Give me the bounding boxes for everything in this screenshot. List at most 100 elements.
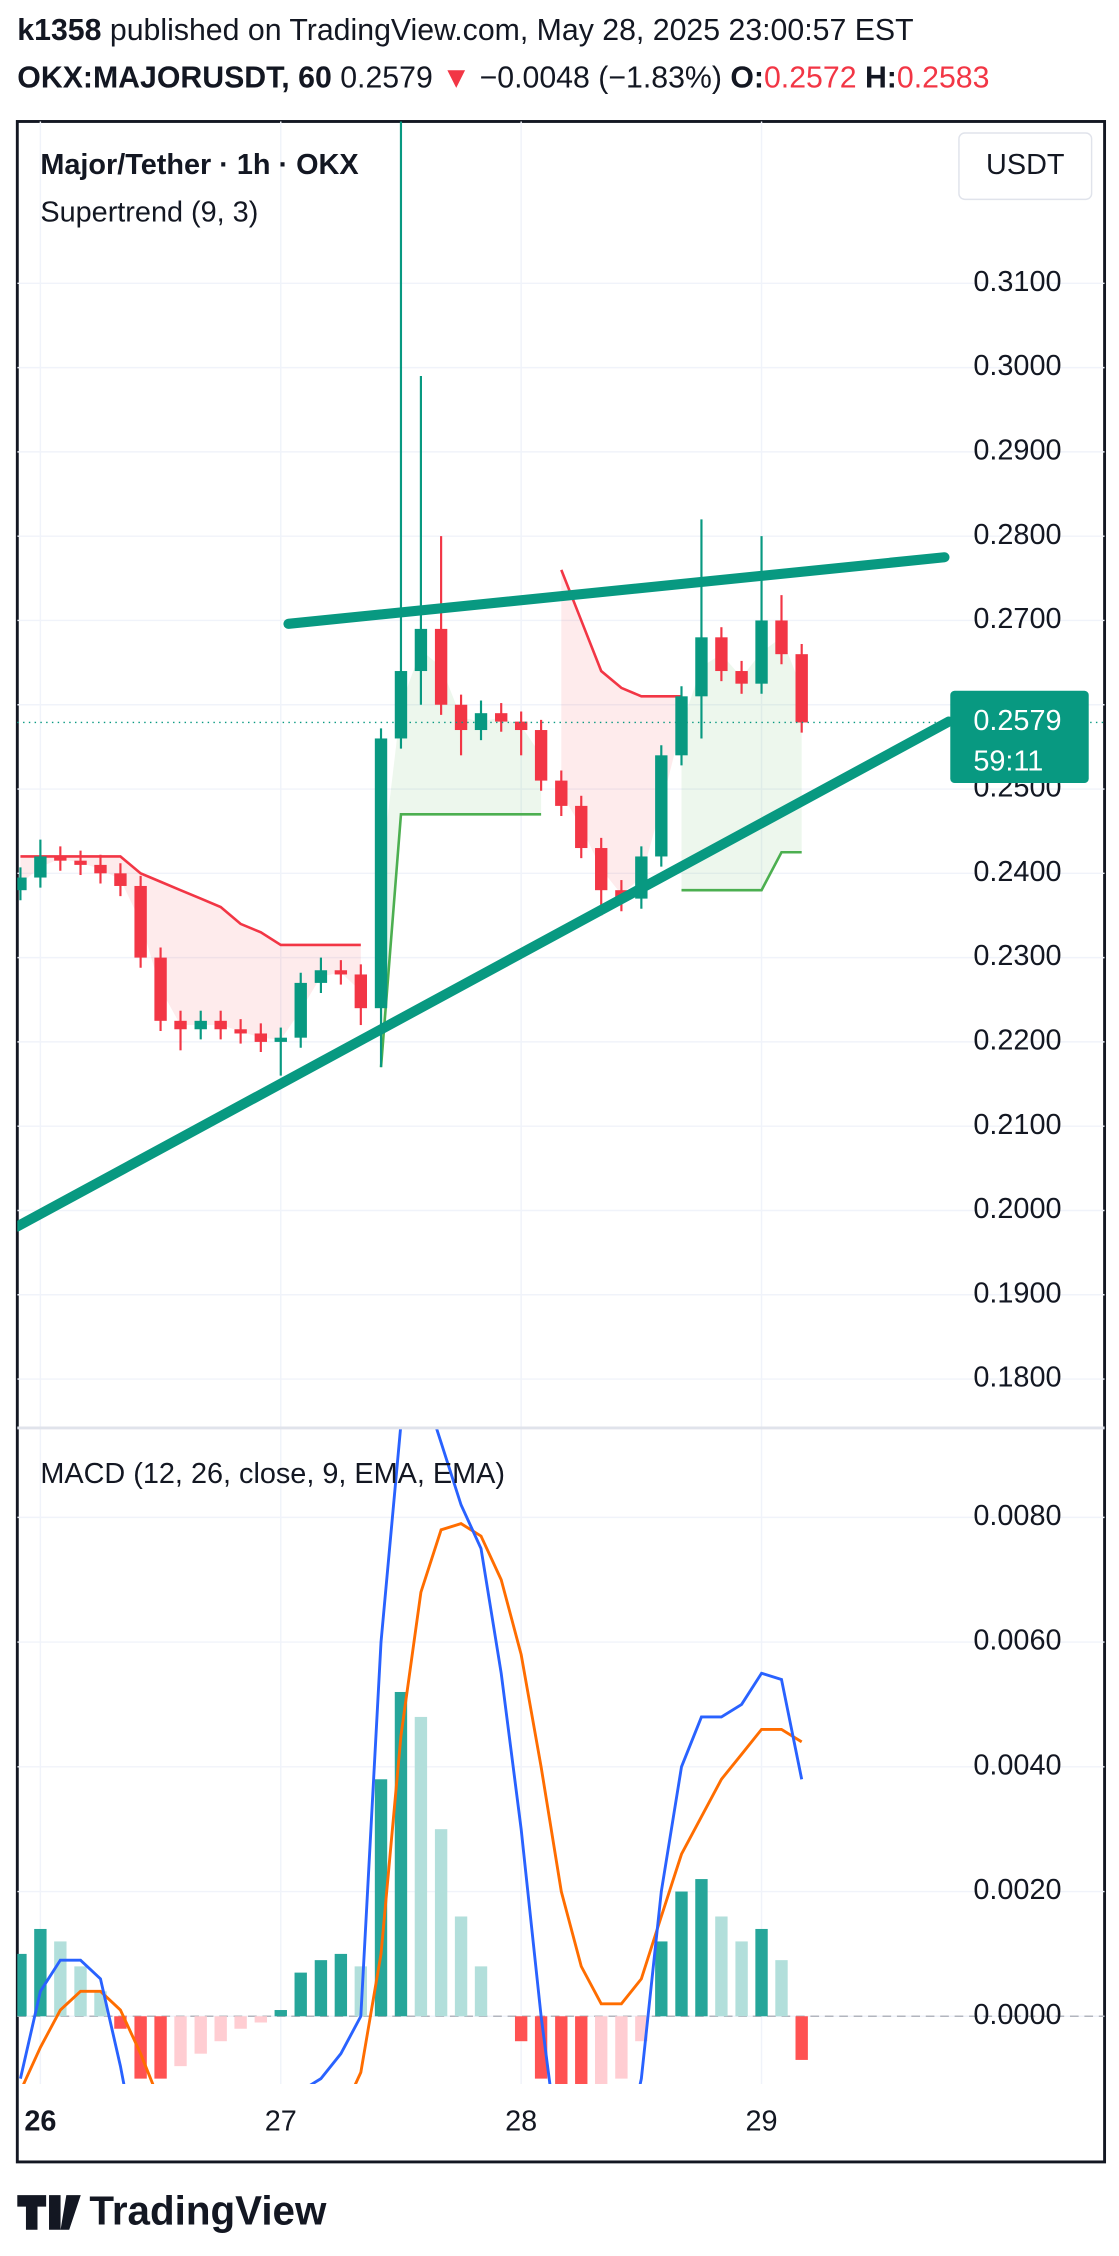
histogram-bar	[474, 1966, 488, 2017]
candle-body	[34, 856, 47, 878]
price: 0.2579	[340, 62, 433, 95]
histogram-bar	[735, 1941, 748, 2017]
indicator-label: Supertrend (9, 3)	[40, 196, 258, 228]
y-tick-label: 0.0000	[973, 1999, 1061, 2031]
symbol: OKX:MAJORUSDT, 60	[17, 62, 331, 95]
histogram-bar	[414, 1716, 428, 2017]
change: −0.0048 (−1.83%)	[480, 62, 722, 95]
histogram-bar	[434, 1829, 448, 2017]
chart-frame	[15, 120, 1107, 2164]
candle-body	[274, 1037, 287, 1042]
chart-title: Major/Tether · 1h · OKX	[40, 149, 358, 181]
candle-body	[194, 1020, 207, 1030]
histogram-bar	[194, 2016, 207, 2054]
price-pane	[17, 121, 1105, 1380]
x-tick-label: 29	[746, 2106, 778, 2138]
candle-body	[575, 805, 588, 849]
y-tick-label: 0.2800	[973, 519, 1061, 551]
candle-body	[254, 1033, 268, 1042]
histogram-bar	[374, 1779, 388, 2017]
open-label: O:	[730, 62, 764, 95]
candle-body	[394, 671, 408, 739]
supertrend-line	[560, 569, 682, 698]
candle-body	[655, 755, 668, 857]
histogram-bar	[795, 2016, 808, 2060]
candle-body	[775, 620, 788, 655]
macd-pane	[17, 1427, 1105, 2085]
histogram-bar	[514, 2016, 528, 2042]
candle-body	[94, 864, 107, 874]
histogram-bar	[294, 1972, 307, 2017]
trendline	[17, 716, 954, 1232]
candle-body	[374, 738, 388, 1009]
histogram-bar	[555, 2016, 568, 2085]
histogram-bar	[154, 2016, 167, 2079]
y-tick-label: 0.0060	[973, 1625, 1061, 1657]
candle-body	[174, 1020, 187, 1030]
high-label: H:	[865, 62, 897, 95]
macd-title: MACD (12, 26, close, 9, EMA, EMA)	[40, 1458, 505, 1490]
trendline	[283, 552, 950, 629]
histogram-bar	[595, 2016, 608, 2085]
candle-body	[354, 974, 368, 1009]
histogram-bar	[675, 1891, 688, 2017]
histogram-bar	[454, 1916, 468, 2017]
publish-line: k1358 published on TradingView.com, May …	[17, 14, 913, 47]
histogram-bar	[274, 2010, 287, 2017]
y-tick-label: 0.2400	[973, 856, 1061, 888]
supertrend-line	[379, 813, 542, 1068]
supertrend-fill	[381, 649, 542, 1068]
plot-layer: 26 27 28 29 0.1800 0.1900 0.2000 0.2100 0.2200 0.…	[17, 121, 1105, 2138]
candle-body	[314, 970, 328, 983]
signal-line	[22, 1522, 803, 2085]
candle-body	[715, 637, 728, 672]
candle-body	[474, 713, 488, 731]
candle-body	[735, 671, 748, 684]
supertrend-fill	[681, 637, 802, 891]
histogram-bar	[334, 1953, 348, 2017]
x-tick-label: 28	[505, 2106, 537, 2138]
y-tick-label: 0.2900	[973, 435, 1061, 467]
candle-body	[695, 637, 708, 697]
histogram-bar	[17, 1953, 27, 2017]
candle-body	[795, 654, 808, 723]
y-tick-label: 0.3000	[973, 350, 1061, 382]
histogram-bar	[715, 1916, 728, 2017]
candle-body	[595, 848, 608, 891]
candle-body	[74, 860, 87, 865]
y-tick-label: 0.0020	[973, 1874, 1061, 1906]
y-tick-label: 0.0080	[973, 1500, 1061, 1532]
histogram-bar	[655, 1941, 668, 2017]
last-price-label: 0.2579	[973, 705, 1061, 737]
candle-body	[414, 628, 428, 672]
candle-body	[555, 780, 568, 806]
histogram-bar	[314, 1960, 328, 2017]
y-tick-label: 0.2300	[973, 940, 1061, 972]
x-tick-label: 26	[24, 2106, 56, 2138]
currency-button[interactable]	[958, 132, 1093, 201]
candle-body	[534, 730, 548, 781]
candle-body	[134, 885, 147, 958]
logo-icon	[17, 2195, 81, 2230]
candle-body	[675, 696, 688, 756]
arrow: ▼	[441, 62, 471, 95]
candle-body	[294, 982, 307, 1038]
candle-body	[54, 856, 67, 861]
histogram-bar	[254, 2016, 268, 2023]
candle-body	[454, 704, 468, 731]
supertrend-fill	[561, 569, 682, 895]
histogram-bar	[214, 2016, 227, 2042]
candle-body	[114, 873, 127, 886]
y-tick-label: 0.0040	[973, 1749, 1061, 1781]
user: k1358	[17, 14, 101, 47]
currency[interactable]: USDT	[986, 149, 1064, 181]
y-tick-label: 0.2100	[973, 1109, 1061, 1141]
high: 0.2583	[897, 62, 990, 95]
candle-body	[434, 628, 448, 705]
histogram-bar	[635, 2016, 648, 2042]
candle-body	[755, 620, 768, 684]
published: published on TradingView.com, May 28, 20…	[110, 14, 914, 47]
candle-body	[154, 957, 167, 1021]
supertrend-line	[20, 855, 361, 947]
histogram-bar	[575, 2016, 588, 2085]
